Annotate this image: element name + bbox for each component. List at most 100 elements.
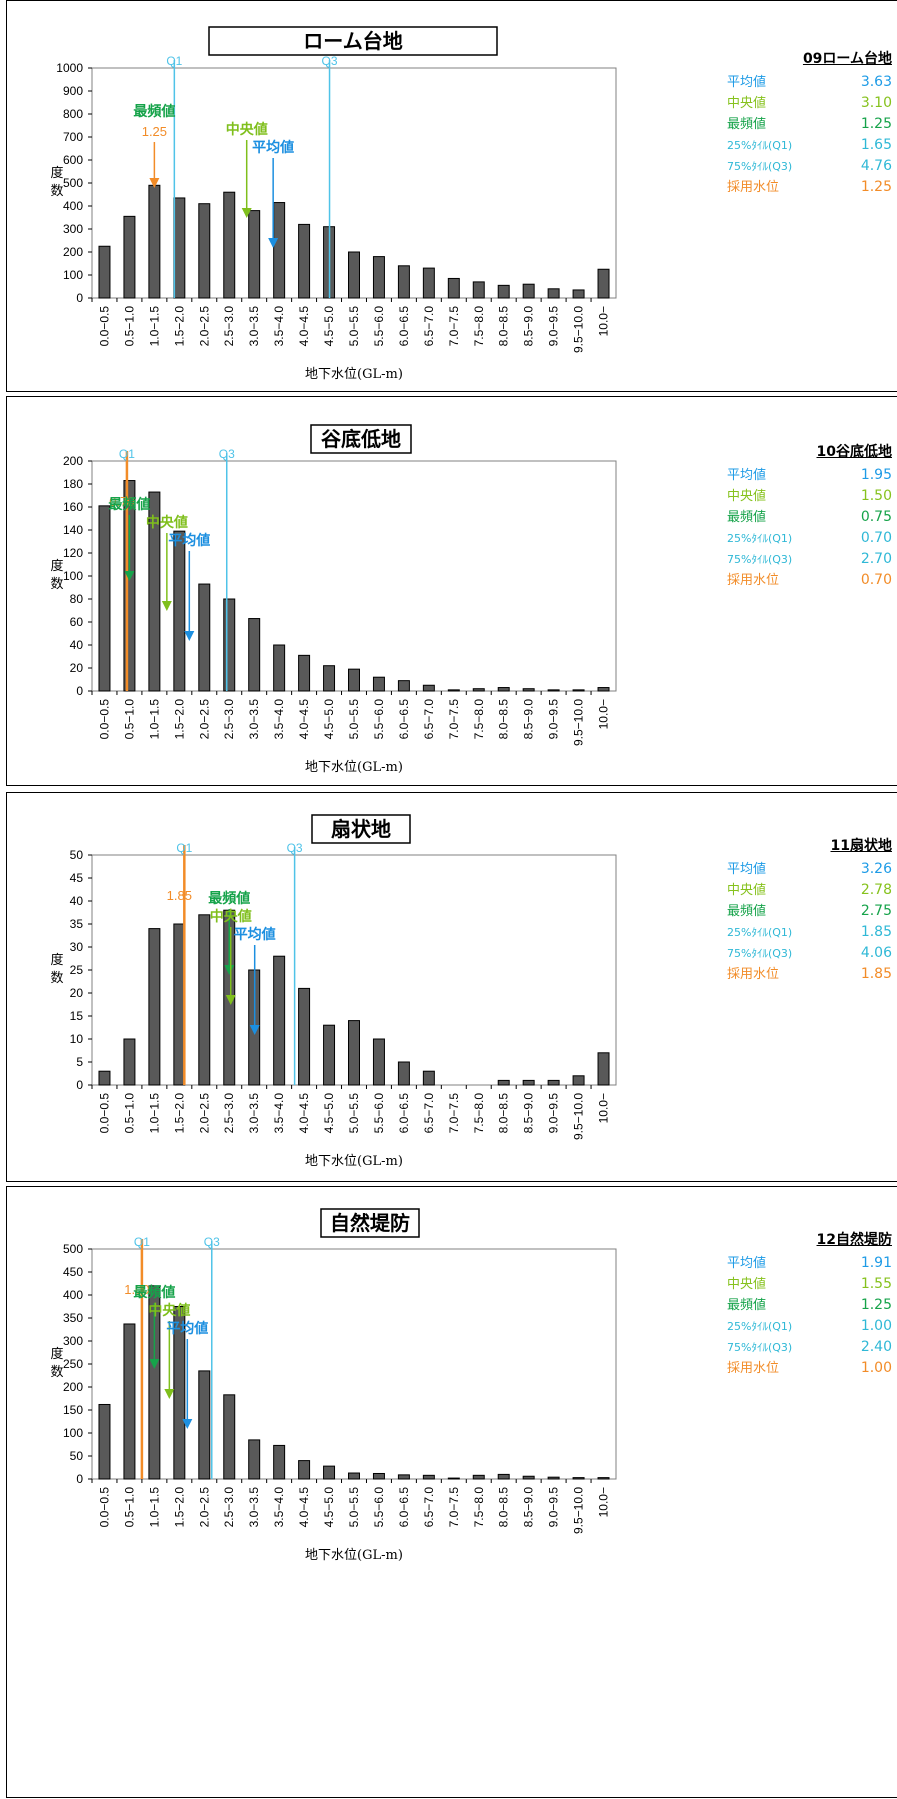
bar	[447, 277, 460, 299]
bar	[397, 680, 410, 692]
x-tick-label: 0.0−0.5	[97, 1093, 111, 1134]
y-tick-label: 400	[63, 199, 83, 213]
x-tick-label: 6.0−6.5	[397, 699, 411, 740]
y-tick-label: 0	[76, 684, 83, 698]
x-tick-label: 1.0−1.5	[147, 1487, 161, 1528]
stats-legend: 10谷底低地 平均値 1.95 中央値 1.50 最頻値 0.75 25%ﾀｲﾙ(Q1) 0.7…	[727, 441, 892, 591]
y-tick-label: 40	[70, 894, 84, 908]
quartile-label: Q1	[134, 1235, 150, 1249]
y-tick-label: 25	[70, 963, 84, 977]
quartile-label: Q3	[219, 447, 235, 461]
bar	[472, 281, 485, 299]
bar	[323, 665, 336, 692]
x-tick-label: 7.0−7.5	[447, 306, 461, 347]
stats-row: 平均値 1.95	[727, 465, 892, 486]
y-tick-label: 800	[63, 107, 83, 121]
x-tick-label: 10.0−	[597, 699, 611, 729]
x-tick-label: 0.5−1.0	[122, 1093, 136, 1134]
stats-label: 採用水位	[727, 180, 780, 195]
x-tick-label: 9.5−10.0	[572, 699, 586, 746]
x-tick-label: 8.0−8.5	[497, 306, 511, 347]
stats-row: 採用水位 1.00	[727, 1358, 892, 1379]
bar	[497, 687, 510, 692]
bar	[372, 1472, 385, 1480]
bar	[372, 676, 385, 692]
stats-label: 採用水位	[727, 1361, 780, 1376]
x-tick-label: 4.0−4.5	[297, 699, 311, 740]
bar	[397, 1061, 410, 1086]
bar	[572, 1477, 585, 1480]
stats-label: 最頻値	[727, 510, 767, 525]
annotation-label: 中央値	[210, 908, 252, 925]
annotation-arrow-head	[184, 631, 195, 641]
stats-row: 採用水位 1.85	[727, 964, 892, 985]
stats-value: 3.10	[860, 95, 892, 111]
stats-row: 最頻値 2.75	[727, 901, 892, 922]
bar	[173, 1306, 186, 1480]
bar	[422, 267, 435, 299]
y-tick-label: 5	[76, 1055, 83, 1069]
x-tick-label: 4.5−5.0	[322, 699, 336, 740]
stats-label: 中央値	[727, 96, 767, 111]
annotation-label: 最頻値	[133, 103, 175, 120]
x-tick-label: 7.0−7.5	[447, 1093, 461, 1134]
y-tick-label: 50	[70, 848, 84, 862]
y-tick-label: 400	[63, 1288, 83, 1302]
x-tick-label: 6.0−6.5	[397, 1487, 411, 1528]
bar	[148, 184, 161, 299]
stats-value: 1.55	[860, 1276, 892, 1292]
annotation-arrow-head	[161, 601, 172, 611]
y-axis-label-char: 数	[50, 184, 63, 199]
stats-row: 中央値 1.55	[727, 1274, 892, 1295]
stats-value: 0.70	[860, 572, 892, 588]
x-tick-label: 7.5−8.0	[472, 1093, 486, 1134]
y-tick-label: 200	[63, 1380, 83, 1394]
y-tick-label: 700	[63, 130, 83, 144]
y-tick-label: 100	[63, 268, 83, 282]
x-tick-label: 2.5−3.0	[222, 699, 236, 740]
annotation-label: 中央値	[148, 1302, 190, 1319]
x-tick-label: 3.0−3.5	[247, 1487, 261, 1528]
bar	[198, 1370, 211, 1480]
x-tick-label: 8.0−8.5	[497, 1093, 511, 1134]
bar	[123, 1323, 136, 1480]
bar	[323, 1024, 336, 1086]
adopted-level-label: 1.85	[167, 888, 192, 903]
bar	[497, 1079, 510, 1086]
bar	[447, 689, 460, 692]
x-tick-label: 2.5−3.0	[222, 306, 236, 347]
x-tick-label: 3.5−4.0	[272, 306, 286, 347]
y-tick-label: 200	[63, 454, 83, 468]
bar	[273, 955, 286, 1086]
x-tick-label: 9.0−9.5	[547, 699, 561, 740]
stats-label: 25%ﾀｲﾙ(Q1)	[727, 532, 793, 545]
x-tick-label: 1.5−2.0	[172, 699, 186, 740]
stats-value: 1.25	[860, 1297, 892, 1313]
x-tick-label: 5.5−6.0	[372, 699, 386, 740]
x-tick-label: 1.0−1.5	[147, 1093, 161, 1134]
x-tick-label: 8.0−8.5	[497, 699, 511, 740]
x-axis-label: 地下水位(GL-m)	[305, 760, 403, 775]
y-tick-label: 0	[76, 291, 83, 305]
bar	[522, 1475, 535, 1480]
bar	[148, 928, 161, 1086]
x-tick-label: 0.0−0.5	[97, 1487, 111, 1528]
bar	[173, 197, 186, 299]
x-tick-label: 8.5−9.0	[522, 1093, 536, 1134]
bar	[273, 1444, 286, 1480]
stats-row: 75%ﾀｲﾙ(Q3) 2.70	[727, 549, 892, 570]
stats-value: 1.00	[860, 1360, 892, 1376]
x-tick-label: 8.0−8.5	[497, 1487, 511, 1528]
stats-value: 2.70	[860, 551, 892, 567]
y-tick-label: 120	[63, 546, 83, 560]
stats-header: 10谷底低地	[816, 444, 892, 460]
bar	[148, 1285, 161, 1480]
stats-row: 中央値 1.50	[727, 486, 892, 507]
stats-row: 25%ﾀｲﾙ(Q1) 0.70	[727, 528, 892, 549]
stats-label: 最頻値	[727, 1298, 767, 1313]
stats-label: 中央値	[727, 489, 767, 504]
bar	[397, 265, 410, 299]
annotation-label: 平均値	[166, 1320, 208, 1337]
y-tick-label: 140	[63, 523, 83, 537]
chart-svg: 0 20 40 60 80 100 120 140 160 180 200 度数 0.0−0.5 0.5−…	[50, 424, 617, 775]
